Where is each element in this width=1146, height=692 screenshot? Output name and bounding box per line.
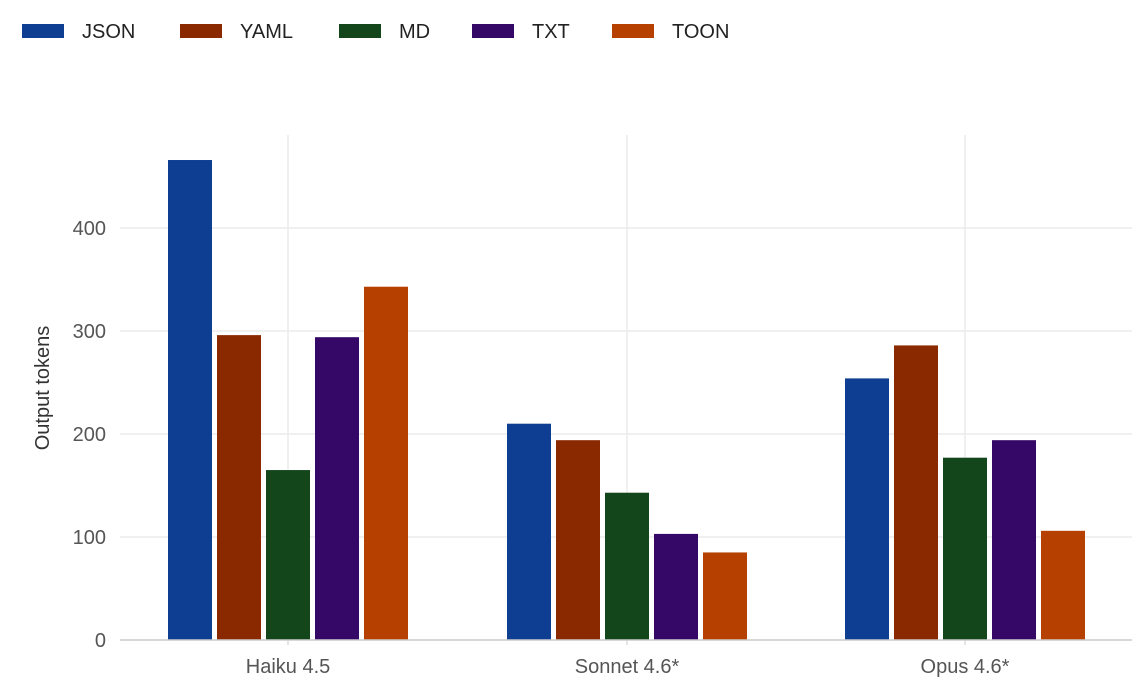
bar-json-1 <box>507 423 551 640</box>
legend-label-md: MD <box>399 21 430 43</box>
bar-yaml-1 <box>556 440 600 640</box>
bar-md-0 <box>266 470 310 640</box>
x-tick-label: Sonnet 4.6* <box>575 656 680 678</box>
bar-md-2 <box>943 457 987 640</box>
bar-txt-2 <box>992 440 1036 640</box>
y-tick-label: 300 <box>73 321 106 343</box>
bar-yaml-0 <box>217 335 261 640</box>
bar-yaml-2 <box>894 345 938 640</box>
legend-swatch-toon <box>612 24 654 38</box>
legend-label-json: JSON <box>82 21 135 43</box>
legend-swatch-json <box>22 24 64 38</box>
bar-md-1 <box>605 492 649 640</box>
bar-json-2 <box>845 378 889 640</box>
y-tick-label: 400 <box>73 218 106 240</box>
legend-label-yaml: YAML <box>240 21 293 43</box>
axes: 0 100 200 300 400 Haiku 4.5 Sonnet 4.6* Opus 4.… <box>73 218 1132 678</box>
legend-swatch-md <box>339 24 381 38</box>
legend-label-toon: TOON <box>672 21 729 43</box>
x-tick-label: Haiku 4.5 <box>246 656 331 678</box>
bars <box>168 160 1085 640</box>
legend-swatch-yaml <box>180 24 222 38</box>
y-axis-label: Output tokens <box>32 326 54 451</box>
bar-toon-1 <box>703 552 747 640</box>
legend-swatch-txt <box>472 24 514 38</box>
bar-json-0 <box>168 160 212 640</box>
y-tick-label: 100 <box>73 527 106 549</box>
bar-toon-2 <box>1041 530 1085 640</box>
x-tick-label: Opus 4.6* <box>921 656 1010 678</box>
legend: JSON YAML MD TXT TOON <box>22 21 729 43</box>
bar-toon-0 <box>364 286 408 640</box>
y-tick-label: 0 <box>95 630 106 652</box>
bar-txt-0 <box>315 337 359 640</box>
y-tick-label: 200 <box>73 424 106 446</box>
bar-txt-1 <box>654 533 698 640</box>
legend-label-txt: TXT <box>532 21 570 43</box>
